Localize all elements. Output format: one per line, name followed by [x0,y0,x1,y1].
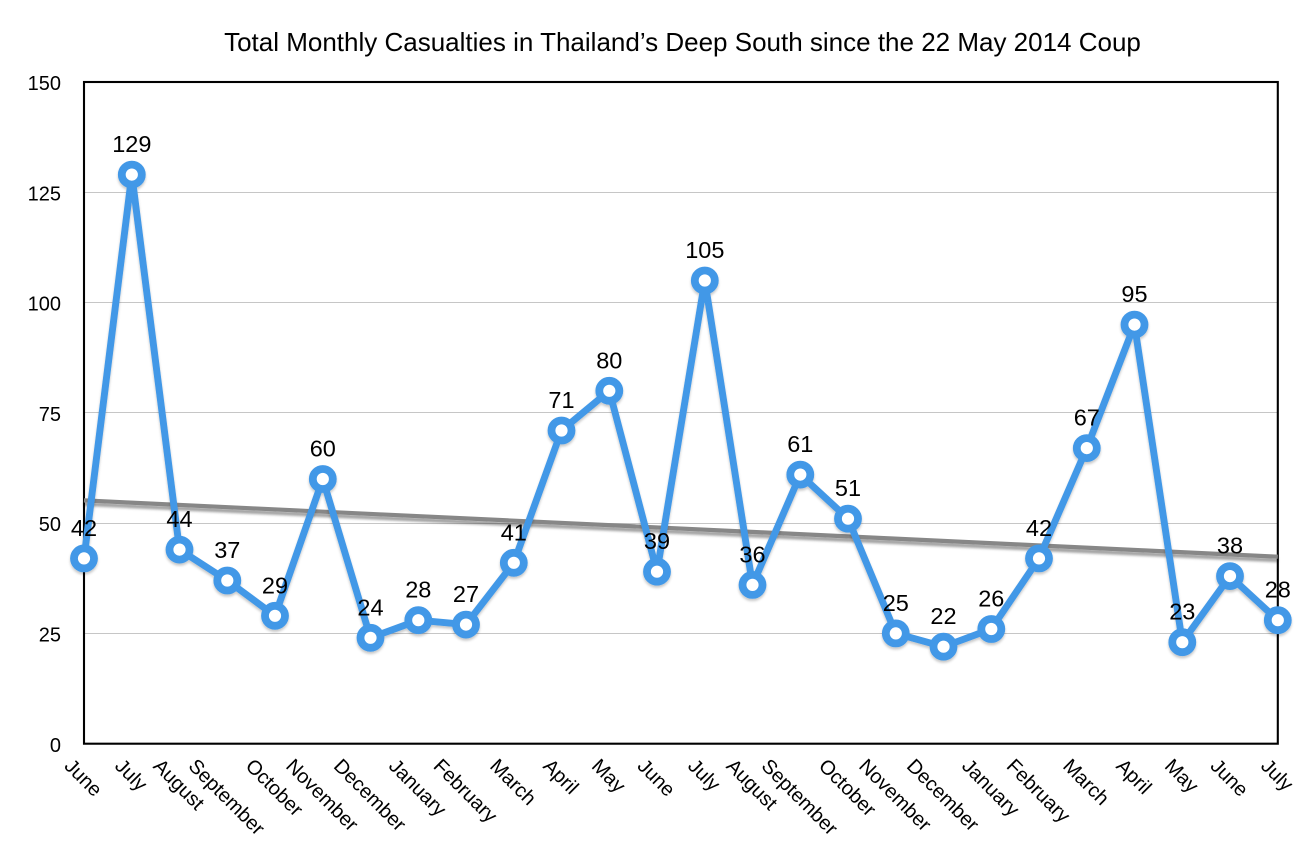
svg-text:129: 129 [112,131,151,157]
svg-text:24: 24 [357,594,383,620]
svg-text:51: 51 [835,475,861,501]
svg-text:36: 36 [739,541,765,567]
svg-text:37: 37 [214,537,240,563]
svg-text:41: 41 [501,519,527,545]
svg-text:39: 39 [644,528,670,554]
svg-text:44: 44 [166,506,192,532]
svg-text:60: 60 [310,436,336,462]
svg-text:67: 67 [1074,405,1100,431]
svg-text:125: 125 [28,183,61,205]
svg-text:28: 28 [405,577,431,603]
svg-text:42: 42 [71,515,97,541]
svg-text:105: 105 [685,237,724,263]
svg-text:71: 71 [548,387,574,413]
svg-text:100: 100 [28,294,61,316]
svg-text:23: 23 [1169,599,1195,625]
svg-text:Total Monthly Casualties in Th: Total Monthly Casualties in Thailand’s D… [224,27,1141,57]
svg-text:0: 0 [50,735,61,757]
svg-text:27: 27 [453,581,479,607]
svg-text:28: 28 [1265,577,1291,603]
svg-text:95: 95 [1121,281,1147,307]
svg-text:42: 42 [1026,515,1052,541]
svg-text:22: 22 [930,603,956,629]
svg-text:29: 29 [262,572,288,598]
svg-text:61: 61 [787,431,813,457]
svg-text:80: 80 [596,347,622,373]
svg-text:26: 26 [978,586,1004,612]
svg-text:50: 50 [39,514,61,536]
svg-text:25: 25 [39,625,61,647]
svg-text:75: 75 [39,404,61,426]
svg-text:25: 25 [883,590,909,616]
svg-text:38: 38 [1217,533,1243,559]
svg-text:150: 150 [28,73,61,95]
